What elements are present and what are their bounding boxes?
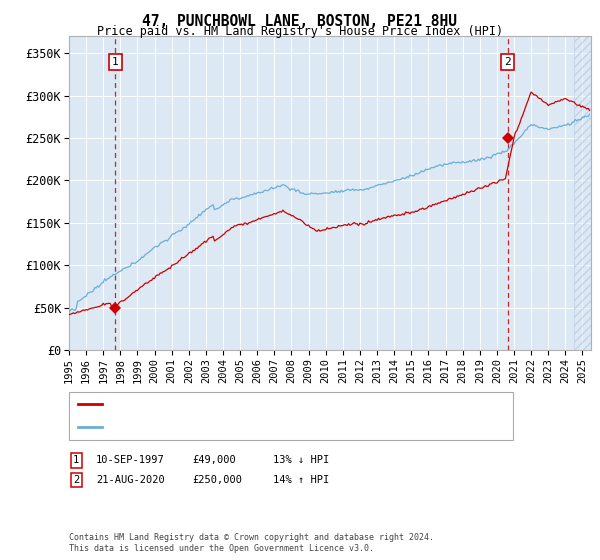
Text: 10-SEP-1997: 10-SEP-1997 xyxy=(96,455,165,465)
Text: 2: 2 xyxy=(73,475,79,485)
Text: Contains HM Land Registry data © Crown copyright and database right 2024.
This d: Contains HM Land Registry data © Crown c… xyxy=(69,533,434,553)
Text: £49,000: £49,000 xyxy=(192,455,236,465)
Text: 47, PUNCHBOWL LANE, BOSTON, PE21 8HU: 47, PUNCHBOWL LANE, BOSTON, PE21 8HU xyxy=(143,14,458,29)
Text: £250,000: £250,000 xyxy=(192,475,242,485)
Text: 13% ↓ HPI: 13% ↓ HPI xyxy=(273,455,329,465)
Text: 14% ↑ HPI: 14% ↑ HPI xyxy=(273,475,329,485)
Text: Price paid vs. HM Land Registry's House Price Index (HPI): Price paid vs. HM Land Registry's House … xyxy=(97,25,503,38)
Text: 47, PUNCHBOWL LANE, BOSTON, PE21 8HU (detached house): 47, PUNCHBOWL LANE, BOSTON, PE21 8HU (de… xyxy=(108,399,439,409)
Text: 1: 1 xyxy=(73,455,79,465)
Bar xyxy=(574,36,591,350)
Text: HPI: Average price, detached house, Boston: HPI: Average price, detached house, Bost… xyxy=(108,422,371,432)
Text: 21-AUG-2020: 21-AUG-2020 xyxy=(96,475,165,485)
Text: 2: 2 xyxy=(505,57,511,67)
Text: 1: 1 xyxy=(112,57,118,67)
